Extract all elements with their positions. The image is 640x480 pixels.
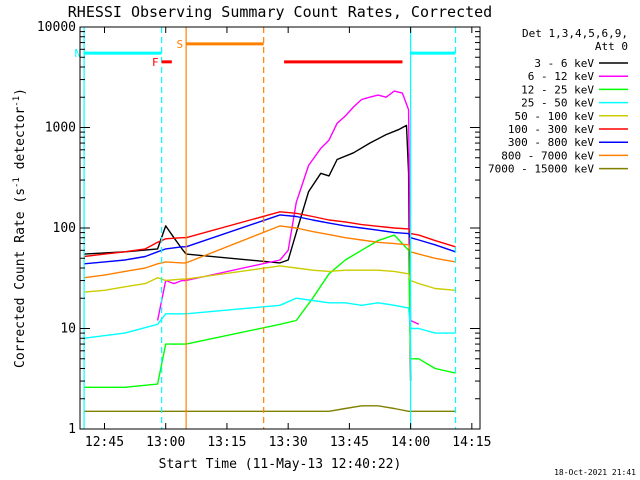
flag-label-s: S [176, 38, 183, 51]
series-line-25-50-kev [84, 297, 456, 339]
flag-label-f: F [152, 56, 159, 69]
y-tick-label: 10 [60, 322, 76, 337]
series-line-800-7000-kev [84, 225, 456, 279]
legend-label-300-800-kev: 300 - 800 keV [508, 136, 594, 149]
interval-layer [83, 27, 457, 429]
y-tick-label: 10000 [37, 20, 76, 35]
series-line-300-800-kev [84, 214, 456, 265]
series-line-50-100-kev [84, 265, 456, 293]
x-tick-label: 12:45 [85, 435, 124, 450]
timestamp-stamp: 18-Oct-2021 21:41 [554, 468, 636, 477]
x-tick-label: 13:15 [207, 435, 246, 450]
plot-frame [79, 26, 481, 430]
y-tick-label: 1 [68, 422, 76, 437]
y-axis-title-mid: detector [13, 107, 28, 178]
series-layer [84, 90, 456, 412]
legend-label-7000-15000-kev: 7000 - 15000 keV [488, 163, 594, 176]
legend-label-800-7000-kev: 800 - 7000 keV [501, 149, 594, 162]
x-tick-label: 14:15 [452, 435, 491, 450]
y-axis-title-sup1: -1 [12, 177, 22, 188]
chart-title: RHESSI Observing Summary Count Rates, Co… [68, 3, 492, 21]
x-axis: 12:45 13:00 13:15 13:30 13:45 14:00 14:15 [85, 27, 491, 450]
flag-label-n: N [74, 47, 81, 60]
y-axis: 1 10 100 1000 10000 [37, 20, 480, 437]
x-axis-title: Start Time (11-May-13 12:40:22) [159, 457, 402, 472]
legend-label-50-100-kev: 50 - 100 keV [515, 110, 595, 123]
legend-label-25-50-kev: 25 - 50 keV [521, 97, 594, 110]
x-tick-label: 13:30 [269, 435, 308, 450]
y-axis-title-end: ) [13, 88, 28, 96]
y-tick-label: 100 [53, 221, 76, 236]
y-axis-title: Corrected Count Rate (s-1 detector-1) [12, 88, 28, 368]
series-line-100-300-kev [84, 211, 456, 258]
legend-label-100-300-kev: 100 - 300 keV [508, 123, 594, 136]
x-tick-label: 13:00 [146, 435, 185, 450]
series-line-3-6-kev [84, 124, 412, 382]
flag-layer: N F S [74, 38, 456, 69]
x-tick-label: 13:45 [330, 435, 369, 450]
legend-label-3-6-kev: 3 - 6 keV [534, 57, 594, 70]
x-tick-label: 14:00 [391, 435, 430, 450]
legend-header-line2: Att 0 [595, 40, 628, 53]
legend-label-6-12-kev: 6 - 12 keV [528, 70, 595, 83]
y-tick-label: 1000 [45, 121, 76, 136]
legend-label-12-25-kev: 12 - 25 keV [521, 83, 594, 96]
series-line-7000-15000-kev [84, 405, 456, 412]
y-axis-title-main: Corrected Count Rate (s [13, 188, 28, 368]
series-line-6-12-kev [156, 90, 420, 325]
legend-header-line1: Det 1,3,4,5,6,9, [522, 27, 628, 40]
y-axis-title-sup2: -1 [12, 96, 22, 107]
